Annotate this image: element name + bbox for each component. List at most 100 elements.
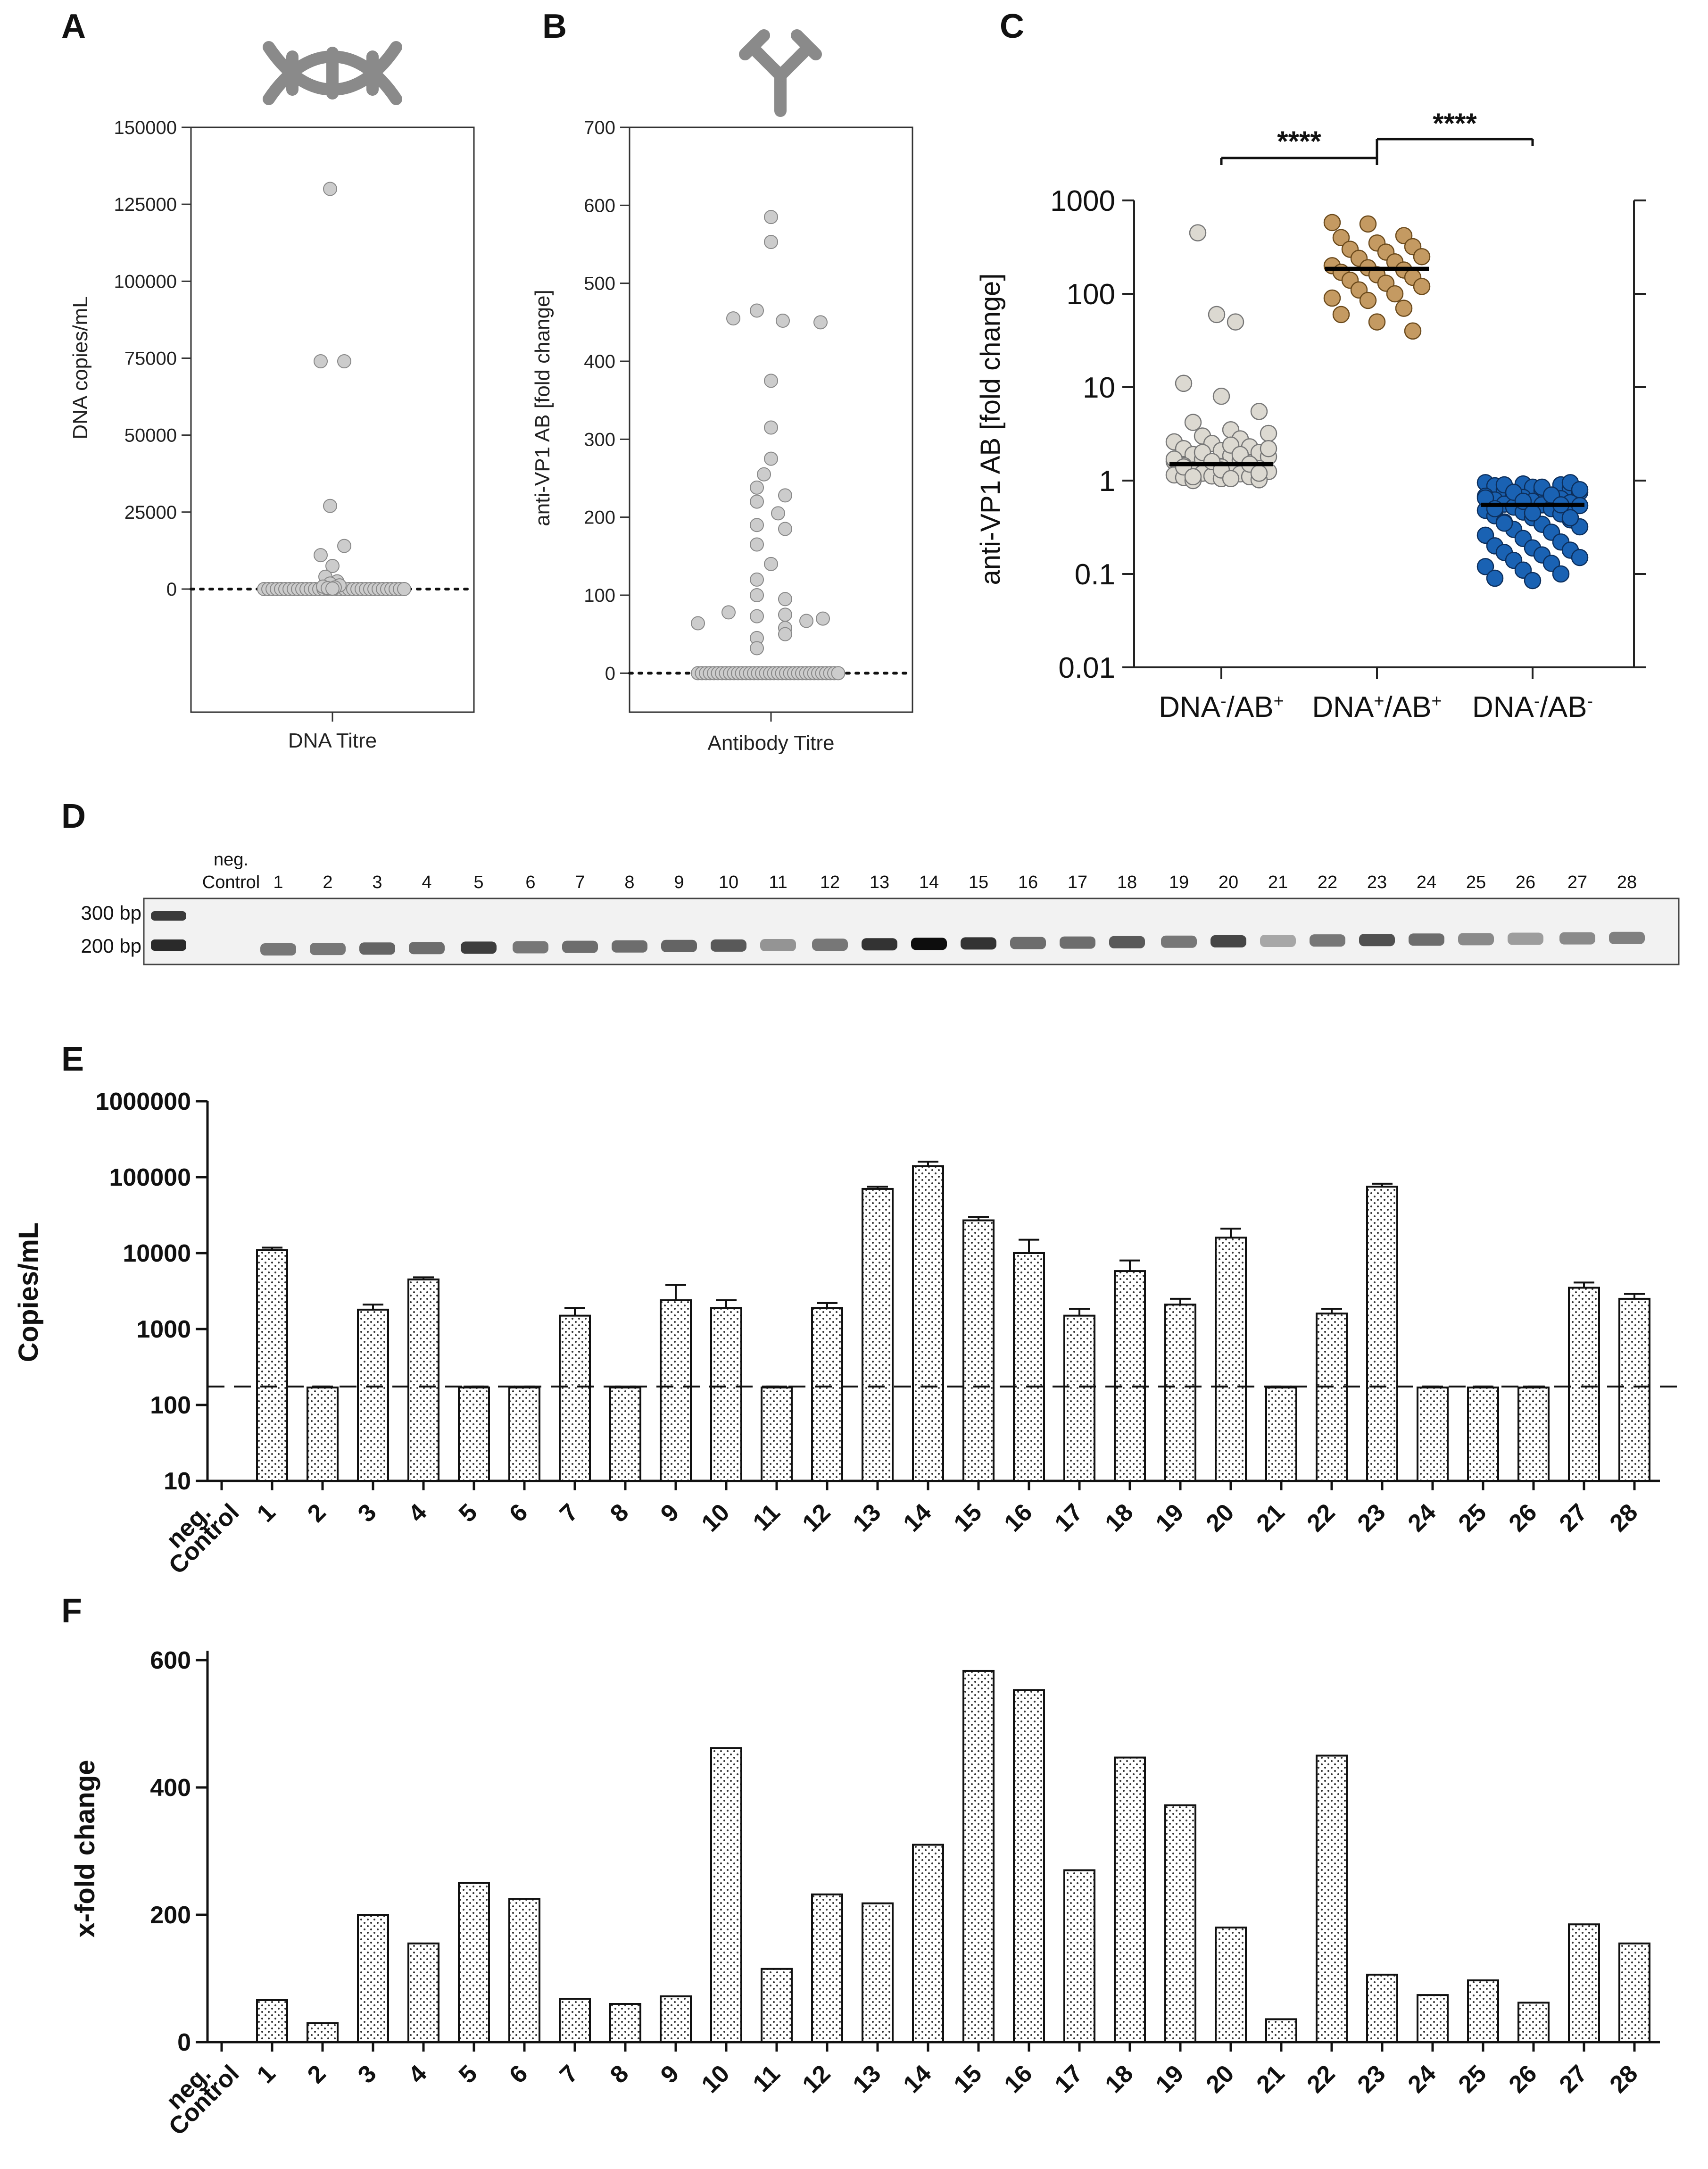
gel-band [1060,936,1095,949]
x-tick-label: 18 [1100,2060,1139,2098]
gel-band [562,940,598,953]
data-points-c [1165,214,1589,590]
x-tick-label: 14 [898,1498,937,1537]
data-point [314,354,328,368]
x-tick-label: 12 [797,1498,836,1537]
data-point [776,314,790,328]
y-tick-label: 500 [584,274,615,294]
panel-letter-a: A [61,8,86,45]
x-axis-e: 1 2 3 4 5 6 7 8 9 10 11 12 13 14 15 16 17 18 19 20 21 22 23 24 2… [161,1498,1643,1579]
data-point [1260,424,1277,442]
x-tick-label: 2 [302,1498,331,1527]
significance-bars [1220,138,1534,165]
data-point [337,354,351,368]
x-tick-label: 10 [696,1498,735,1537]
bar [508,1386,540,1482]
data-point [397,582,411,596]
group-label-3: DNA-/AB- [1472,691,1593,723]
data-point [764,557,778,571]
lane-label: 3 [372,873,382,892]
y-tick-label: 0 [605,663,615,684]
data-point [750,480,764,495]
gel-band [711,939,746,952]
data-point [750,609,764,623]
antibody-icon [739,29,822,117]
marker-200bp-label: 200 bp [81,935,141,957]
panel-letter-f: F [61,1592,82,1630]
y-tick-label: 1000000 [96,1088,191,1115]
x-tick-label: 27 [1554,1498,1593,1537]
lane-label: 2 [323,873,332,892]
y-tick-label: 600 [584,195,615,216]
y-tick-label: 600 [150,1647,191,1674]
y-tick-label: 10 [1083,372,1115,404]
y-tick-label: 0 [177,2029,191,2056]
data-point [1386,285,1404,303]
x-tick-label: 21 [1252,1498,1290,1537]
data-point [1212,387,1230,405]
gel-band [862,938,897,951]
bar [962,1670,995,2043]
y-axis-b: 700 600 500 400 300 200 100 0 [584,117,914,684]
data-point [1486,569,1504,587]
y-axis-label-b: anti-VP1 AB [fold change] [531,290,554,526]
bar [710,1747,742,2044]
bar [912,1844,944,2043]
y-tick-label: 1000 [136,1316,191,1343]
x-tick-label: 14 [898,2060,937,2098]
data-point [1395,299,1413,317]
x-tick-label: 23 [1352,2060,1391,2098]
gel-band [1211,935,1246,947]
data-point [1571,548,1589,566]
bar [1063,1869,1095,2043]
gel-band [1609,931,1645,944]
gel-band [760,939,796,951]
data-point [1323,289,1341,307]
bar [458,1882,490,2043]
bar [1618,1297,1650,1482]
group-label-2: DNA+/AB+ [1312,691,1442,723]
bar [811,1307,843,1482]
marker-300bp-label: 300 bp [81,902,141,924]
bar [660,1299,692,1482]
gel-band [1109,936,1145,948]
bar [407,1278,439,1482]
x-tick-label: 1 [252,2060,281,2088]
bar [1517,1386,1550,1482]
bar [357,1914,389,2043]
gel-band [1359,934,1395,947]
bar [862,1188,894,1482]
data-point [764,420,778,435]
bar [1265,2018,1297,2043]
y-tick-label: 125000 [114,194,177,215]
data-point [1323,214,1341,232]
data-point [1571,481,1589,499]
data-points-b [691,210,846,681]
bar [1366,1186,1398,1482]
gel-band [1161,935,1197,948]
data-points-a [257,182,411,596]
x-tick-label: 21 [1252,2060,1290,2098]
bar [1265,1386,1297,1482]
data-point [1332,306,1350,324]
bar [1164,1304,1196,1482]
y-tick-label: 200 [150,1902,191,1929]
data-point [778,607,792,622]
data-point [323,182,337,196]
data-point [1222,470,1240,488]
y-axis-label-e: Copies/mL [13,1222,44,1363]
y-tick-label: 100000 [109,1164,191,1191]
bar [1568,1923,1600,2043]
panel-d: D neg. Control 300 bp 200 bp 1 2 3 4 5 6 7 8 9 10… [61,798,1680,965]
bar [1215,1237,1247,1482]
x-tick-label: 15 [949,1498,987,1537]
bar [1316,1754,1348,2043]
lane-label: 9 [674,873,684,892]
y-tick-label: 10000 [123,1240,191,1267]
x-tick-label: 6 [504,1498,533,1527]
lane-label: 23 [1367,873,1387,892]
significance-stars-1: **** [1277,125,1321,157]
x-tick-label: 12 [797,2060,836,2098]
gel-lanes: 1 2 3 4 5 6 7 8 9 10 11 12 13 14 15 16 17 18 19 20 21 22 23 24 2… [260,873,1645,956]
